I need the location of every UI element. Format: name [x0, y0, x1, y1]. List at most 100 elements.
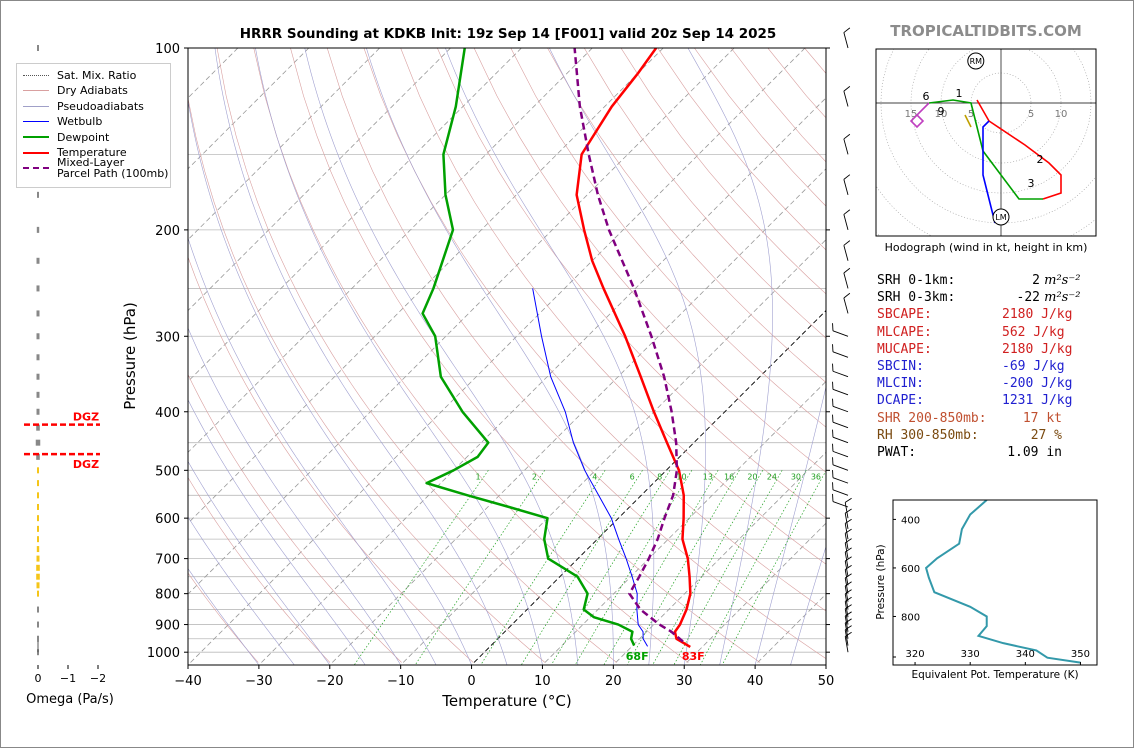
dry-adiabat: [188, 572, 259, 663]
x-tick-label: −30: [245, 674, 272, 689]
legend-item: Mixed-Layer Parcel Path (100mb): [17, 157, 168, 179]
legend-label: Temperature: [57, 146, 127, 159]
wind-barb: [832, 381, 849, 396]
hodograph: 15 10 5 5 10 RM LM 1 23 69 Hodograph (wind in kt…: [875, 48, 1097, 254]
index-label: RH 300-850mb:: [877, 427, 979, 443]
index-row: SBCAPE: 2180 J/kg: [877, 306, 1080, 323]
omega-bar: [36, 354, 40, 361]
legend-swatch: [23, 136, 49, 138]
moist-adiabat: [214, 48, 508, 665]
legend-label: Dewpoint: [57, 130, 110, 144]
dry-adiabat: [400, 48, 826, 565]
wind-barb: [832, 414, 849, 429]
omega-bar: [36, 453, 40, 460]
mixing-ratio-line: [603, 470, 719, 665]
omega-bar: [37, 503, 39, 510]
index-label: SHR 200-850mb:: [877, 410, 987, 426]
theta-e-x-tick-label: 340: [1016, 649, 1035, 660]
moist-adiabat: [188, 567, 260, 665]
omega-bar: [36, 285, 40, 292]
hodo-height-label: 3: [1028, 177, 1035, 190]
index-row: SHR 200-850mb: 17 kt: [877, 410, 1080, 427]
legend-item: Temperature: [17, 146, 127, 160]
dry-adiabat: [290, 48, 761, 663]
legend-swatch: [23, 151, 49, 154]
moist-adiabat: [366, 48, 614, 665]
index-unit: m²s⁻²: [1040, 273, 1081, 288]
index-label: MUCAPE:: [877, 341, 932, 357]
x-tick-label: 20: [605, 674, 622, 689]
mixing-ratio-label: 8: [657, 473, 662, 482]
index-row: MLCAPE: 562 J/kg: [877, 324, 1080, 341]
index-value: 27 %: [1030, 427, 1062, 443]
mixing-ratio-line: [353, 470, 489, 665]
mixing-ratio-label: 4: [592, 473, 597, 482]
index-label: SBCAPE:: [877, 307, 932, 323]
dry-adiabat: [363, 48, 826, 612]
x-axis-label: Temperature (°C): [441, 692, 571, 710]
x-tick-label: 30: [676, 674, 693, 689]
isotherm: [188, 48, 664, 524]
index-value: 2180 J/kg: [1002, 307, 1073, 323]
omega-bar: [37, 492, 39, 499]
hodo-ring: [876, 185, 1096, 236]
wind-barb: [832, 457, 849, 471]
wind-barb: [843, 209, 851, 230]
hodo-height-label: 9: [938, 105, 945, 118]
mixing-ratio-label: 24: [767, 473, 777, 482]
x-tick-label: −20: [316, 674, 343, 689]
hodo-ring: [880, 49, 1096, 224]
x-tick-label: −10: [387, 674, 414, 689]
storm-motion-marker: [967, 52, 985, 70]
dry-adiabat: [547, 48, 826, 383]
moist-adiabat: [790, 545, 826, 665]
legend-swatch: [23, 105, 49, 107]
moist-adiabat: [549, 48, 706, 665]
hodo-ring-label: 5: [968, 109, 974, 120]
index-value: 562 J/kg: [1002, 324, 1065, 340]
mixing-ratio-line: [699, 470, 807, 665]
theta-e-y-tick-label: 600: [901, 564, 920, 575]
x-tick-label: 0: [467, 674, 475, 689]
omega-bar: [36, 555, 40, 562]
dgz-label: DGZ: [73, 458, 99, 471]
legend-item: Pseudoadiabats: [17, 99, 144, 113]
hodo-trace: [976, 99, 1062, 200]
omega-bar: [36, 546, 40, 553]
mixing-ratio-label: 1: [476, 473, 481, 482]
chart-title: HRRR Sounding at KDKB Init: 19z Sep 14 […: [239, 26, 777, 42]
theta-e-xlabel: Equivalent Pot. Temperature (K): [911, 669, 1078, 681]
index-row: RH 300-850mb: 27 %: [877, 427, 1080, 444]
legend-swatch: [23, 74, 49, 76]
y-tick-label: 1000: [147, 646, 180, 661]
omega-bar: [36, 408, 40, 415]
theta-e-ylabel: Pressure (hPa): [875, 544, 887, 619]
hodo-trace: [928, 99, 1043, 200]
hodo-ring-label: 10: [935, 109, 948, 120]
mixing-ratio-label: 20: [747, 473, 757, 482]
index-value: -22: [1016, 290, 1040, 306]
wind-barb: [832, 470, 849, 484]
y-axis-label: Pressure (hPa): [121, 302, 139, 410]
omega-label: Omega (Pa/s): [26, 692, 114, 707]
surface-label: 83F: [682, 650, 705, 663]
hodo-trace: [982, 120, 996, 224]
index-label: MLCIN:: [877, 376, 924, 392]
plot-frame: [187, 47, 827, 666]
wind-barb: [844, 631, 852, 653]
index-label: MLCAPE:: [877, 324, 932, 340]
wind-barb: [843, 292, 851, 314]
x-tick-label: −40: [174, 674, 201, 689]
mixing-ratio-label: 13: [703, 473, 713, 482]
hodo-ring-label: 5: [1028, 109, 1034, 120]
legend-swatch: [23, 167, 49, 169]
legend-label: Dry Adiabats: [57, 84, 128, 97]
legend-label: Sat. Mix. Ratio: [57, 68, 137, 82]
y-tick-label: 900: [155, 619, 180, 634]
omega-bar: [37, 635, 39, 642]
dry-adiabat: [510, 48, 826, 428]
wind-barb: [832, 398, 849, 413]
mixing-ratio-line: [480, 470, 606, 665]
y-tick-label: 400: [155, 406, 180, 421]
